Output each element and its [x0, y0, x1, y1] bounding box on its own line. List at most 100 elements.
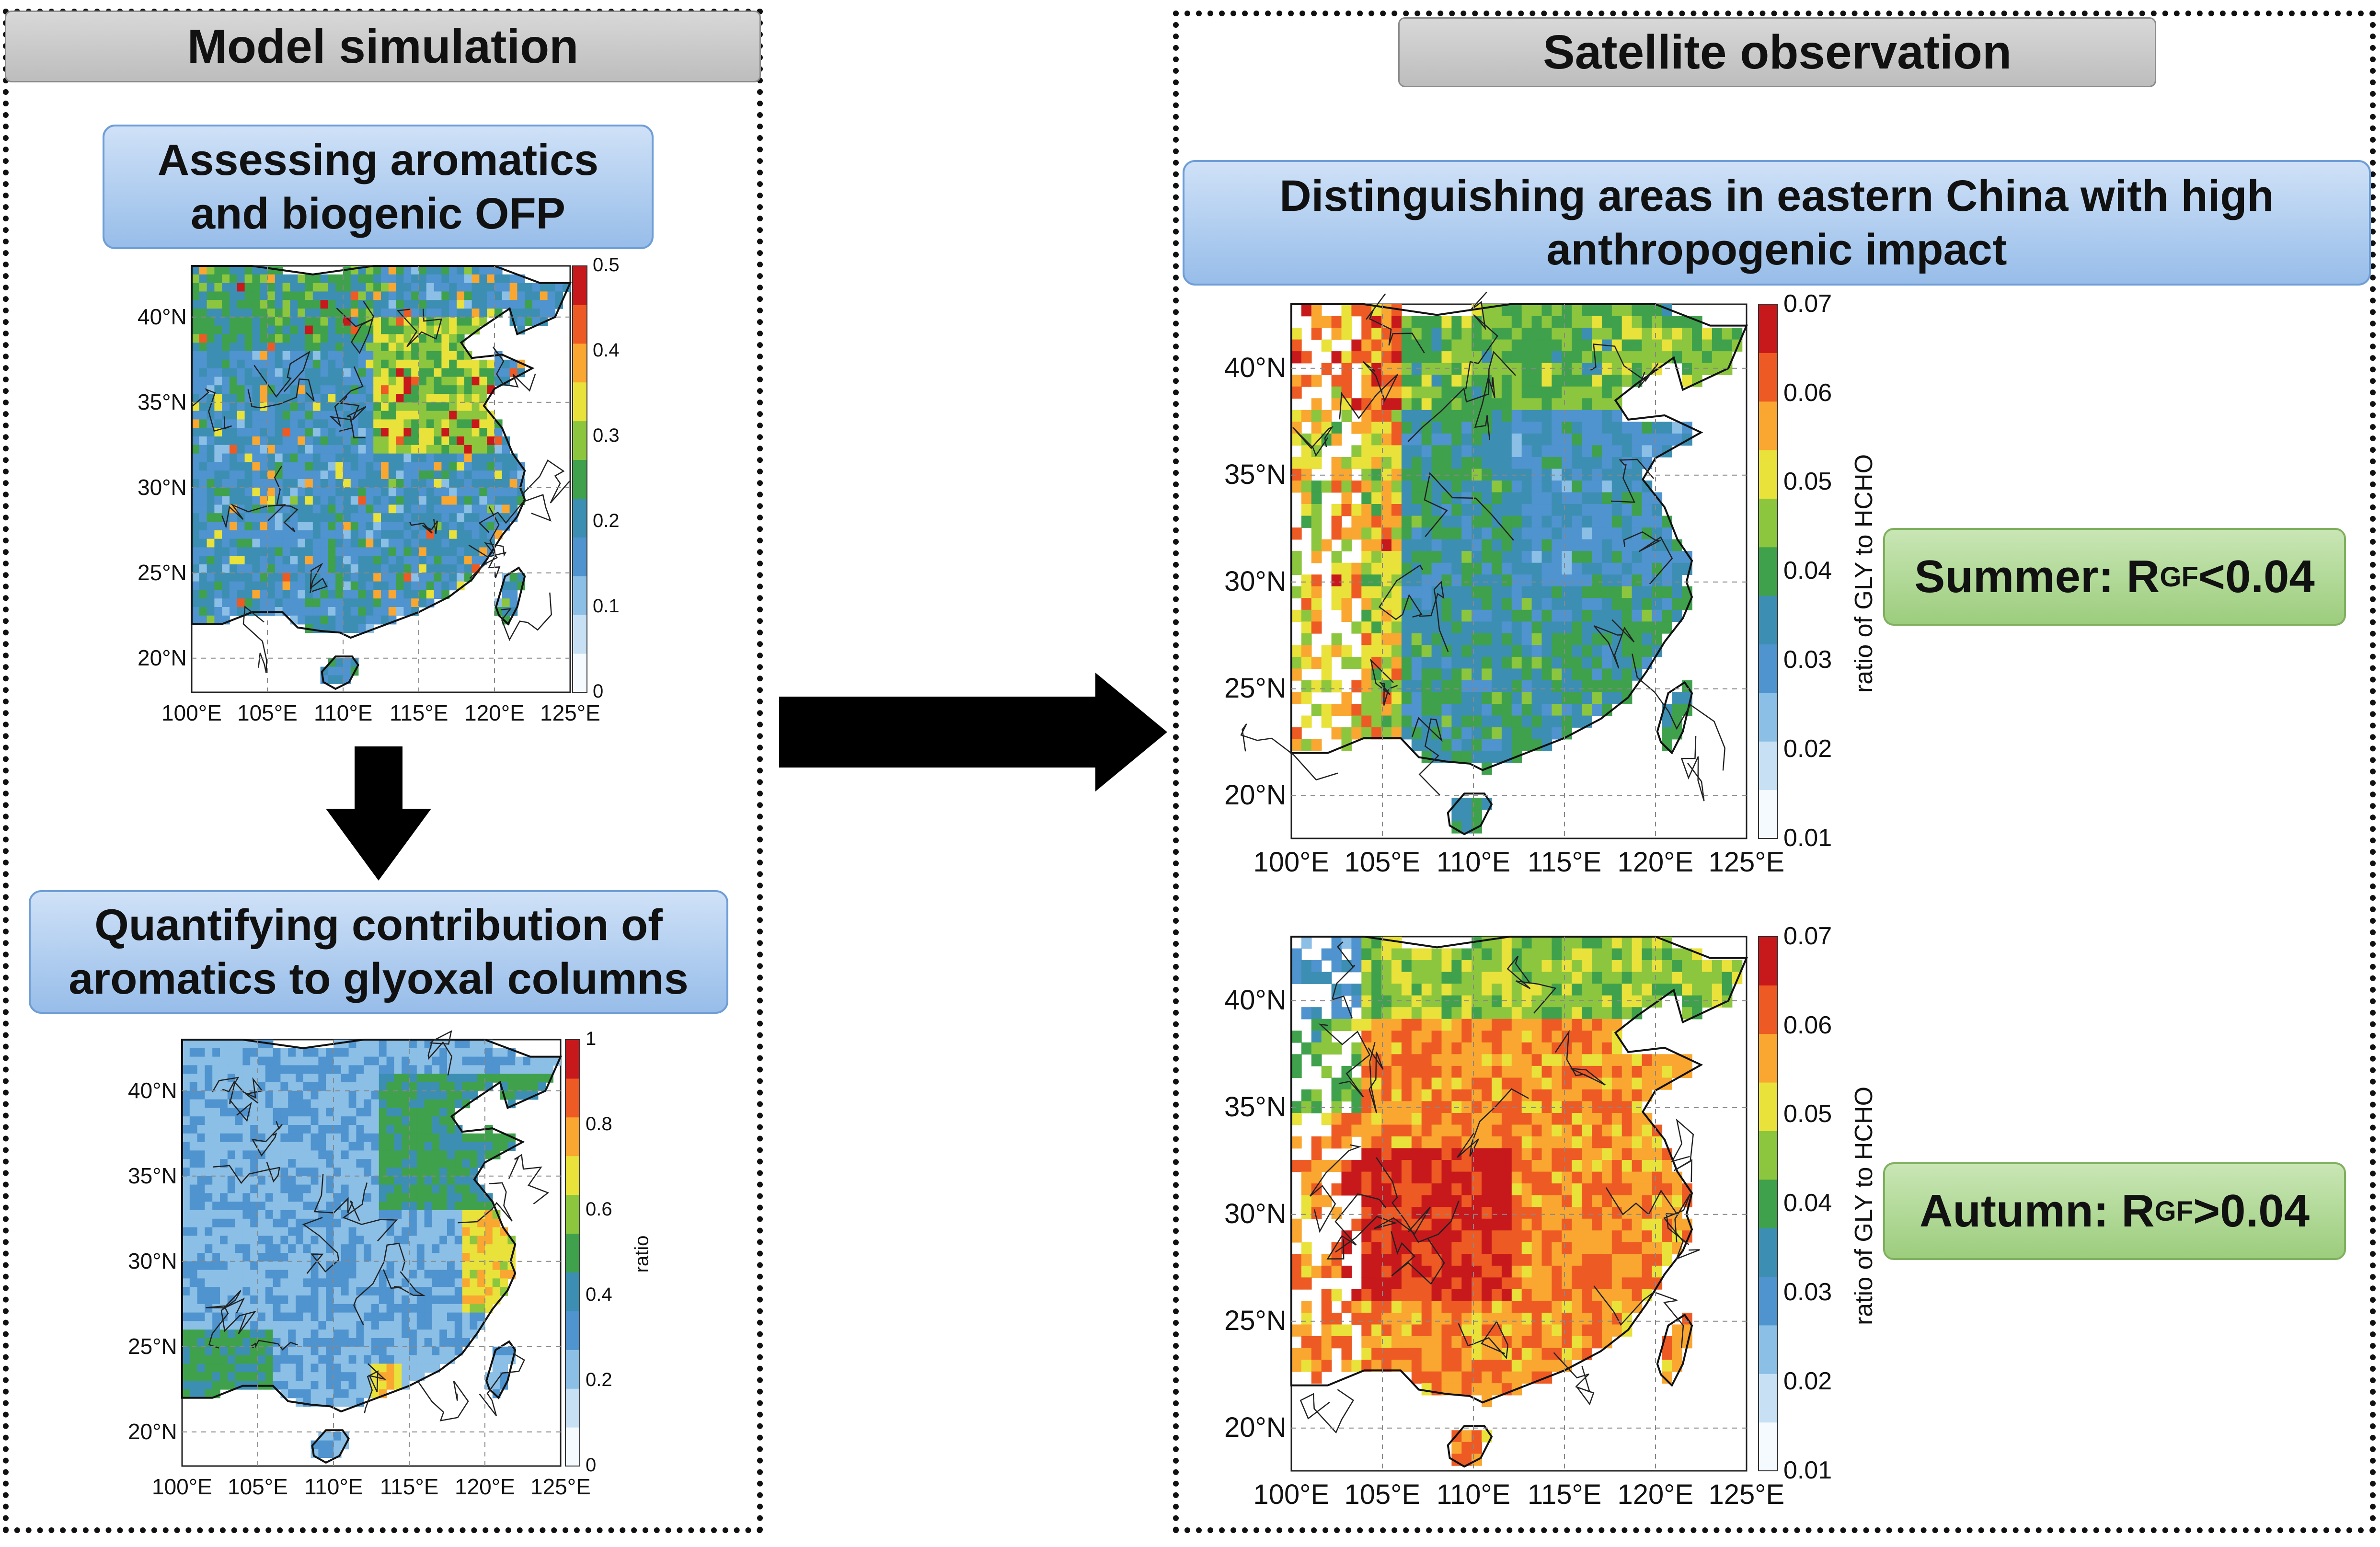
province-boundary [1554, 1030, 1606, 1086]
autumn-ratio-box: Autumn: R GF >0.04 [1883, 1162, 2346, 1260]
colorbar-segment [1759, 741, 1778, 791]
colorbar-segment [1759, 1276, 1778, 1326]
province-boundary [1474, 375, 1495, 440]
colorbar-segment [573, 343, 587, 383]
province-boundary [1299, 1389, 1355, 1434]
province-boundary [1369, 658, 1398, 706]
latitude-tick-label: 20°N [138, 645, 187, 671]
province-boundary [340, 396, 367, 439]
colorbar-tick-label: 0.2 [586, 1369, 612, 1390]
longitude-tick-label: 105°E [237, 700, 298, 725]
island-outline [1447, 1425, 1493, 1468]
quantifying-contribution-box: Quantifying contribution of aromatics to… [29, 890, 728, 1014]
colorbar-tick-label: 0.02 [1783, 1367, 1832, 1395]
province-boundary [1632, 653, 1725, 771]
province-boundary [417, 1380, 469, 1421]
colorbar-tick-label: 0.1 [593, 596, 620, 617]
colorbar-segment [1759, 304, 1778, 353]
province-boundary [468, 542, 507, 579]
province-boundary [220, 1290, 257, 1334]
province-boundary [1506, 955, 1557, 1014]
province-boundary [222, 1077, 264, 1104]
province-boundary [478, 494, 552, 533]
province-boundary [1680, 736, 1705, 802]
longitude-tick-label: 125°E [1708, 847, 1785, 878]
colorbar-segment [1759, 692, 1778, 742]
province-boundary [1458, 1320, 1509, 1360]
province-boundary [251, 1121, 283, 1157]
colorbar-segment [1759, 1082, 1778, 1131]
colorbar-segment [1759, 353, 1778, 402]
colorbar-tick-label: 0.07 [1783, 922, 1832, 950]
raster-field [182, 1040, 561, 1458]
summer-label: Summer: R [1914, 551, 2160, 602]
province-boundary [1292, 426, 1334, 457]
colorbar-segment [573, 653, 587, 693]
colorbar-segment [565, 1194, 580, 1234]
longitude-tick-label: 110°E [1437, 1479, 1511, 1510]
summer-subscript: GF [2160, 561, 2198, 593]
longitude-tick-label: 120°E [455, 1474, 515, 1499]
latitude-tick-label: 40°N [128, 1078, 177, 1103]
colorbar-tick-label: 0.03 [1783, 1278, 1832, 1306]
colorbar-segment [565, 1233, 580, 1272]
box-line: Assessing aromatics [157, 135, 599, 184]
province-boundary [310, 562, 328, 593]
box-line: Distinguishing areas in eastern China wi… [1279, 171, 2274, 220]
colorbar-tick-label: 0.03 [1783, 646, 1832, 674]
colorbar-segment [1759, 644, 1778, 693]
box-line: aromatics to glyoxal columns [69, 954, 689, 1003]
box-line: anthropogenic impact [1546, 225, 2007, 274]
province-boundary [313, 1174, 360, 1221]
colorbar-tick-label: 0.05 [1783, 1100, 1832, 1128]
coastline [1290, 303, 1748, 771]
longitude-tick-label: 110°E [314, 700, 373, 725]
raster-field [1291, 937, 1743, 1466]
raster-field [192, 266, 571, 684]
province-boundary [382, 1269, 426, 1296]
province-boundary [1240, 723, 1338, 781]
province-boundary [274, 465, 299, 532]
colorbar-label: ratio [631, 1235, 653, 1273]
colorbar-segment [1759, 1131, 1778, 1180]
longitude-tick-label: 125°E [540, 700, 600, 725]
province-boundary [458, 1182, 513, 1224]
colorbar-segment [565, 1272, 580, 1311]
autumn-gly-hcho-ratio-map: 0.07 0.06 0.05 0.04 0.03 0.02 0.01 ratio of GLY… [1207, 920, 1902, 1533]
colorbar-tick-label: 0.3 [593, 425, 620, 446]
colorbar-segment [1759, 450, 1778, 499]
longitude-tick-label: 100°E [152, 1474, 212, 1499]
latitude-tick-label: 20°N [1224, 779, 1287, 811]
longitude-tick-label: 100°E [1253, 1479, 1330, 1510]
latitude-tick-label: 30°N [138, 475, 187, 500]
longitude-tick-label: 115°E [380, 1474, 439, 1499]
colorbar-segment [1759, 1033, 1778, 1083]
province-boundary [1424, 472, 1514, 541]
colorbar-segment [573, 304, 587, 344]
coastline [191, 265, 572, 639]
latitude-tick-label: 35°N [138, 390, 187, 415]
colorbar-tick-label: 0.5 [593, 254, 620, 275]
colorbar-segment [1759, 985, 1778, 1034]
province-boundary [1407, 351, 1516, 442]
autumn-subscript: GF [2154, 1195, 2194, 1227]
longitude-tick-label: 100°E [161, 700, 222, 725]
colorbar-segment [565, 1388, 580, 1428]
latitude-tick-label: 20°N [128, 1419, 177, 1444]
colorbar-segment [1759, 596, 1778, 645]
aromatics-glyoxal-contribution-map: 1 0.8 0.6 0.4 0.2 0 ratio 100°E 105°E 110°E 115°E 1… [115, 1028, 652, 1528]
latitude-tick-label: 35°N [128, 1163, 177, 1189]
latitude-tick-label: 35°N [1224, 1091, 1287, 1123]
province-boundary [508, 1154, 550, 1204]
province-boundary [192, 388, 232, 432]
colorbar-tick-label: 0.8 [586, 1113, 612, 1134]
province-boundary [249, 1340, 298, 1351]
longitude-tick-label: 115°E [1528, 847, 1602, 878]
province-boundary [1593, 1285, 1684, 1348]
latitude-tick-label: 25°N [1224, 673, 1287, 704]
colorbar-segment [1759, 1179, 1778, 1228]
colorbar-segment [565, 1156, 580, 1195]
province-boundary [479, 1350, 525, 1416]
colorbar-segment [565, 1117, 580, 1157]
colorbar-tick-label: 0.06 [1783, 378, 1832, 407]
